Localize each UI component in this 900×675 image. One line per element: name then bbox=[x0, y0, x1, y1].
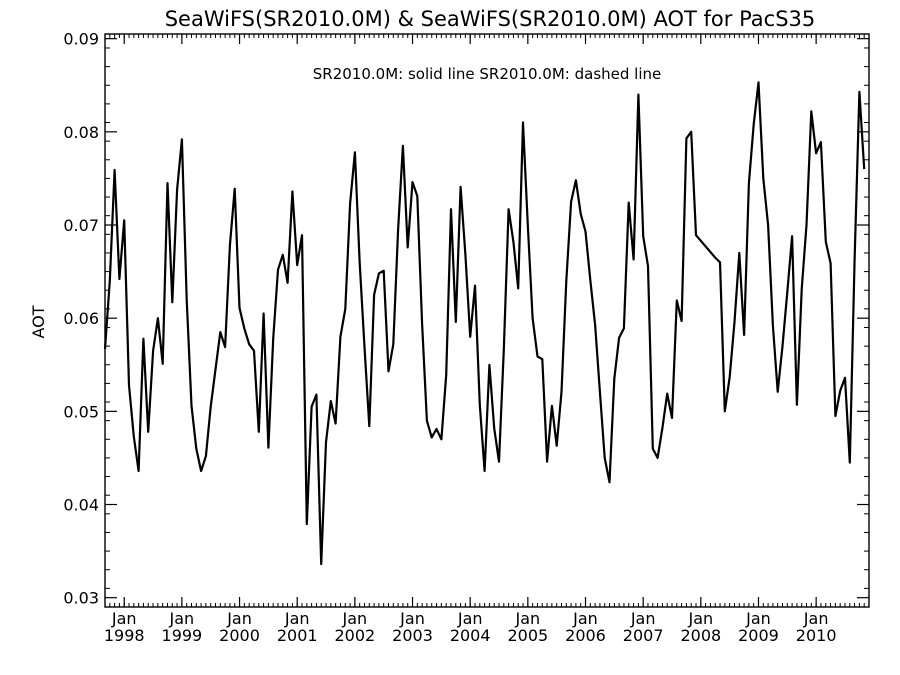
y-tick-label: 0.07 bbox=[63, 216, 99, 235]
x-tick-month-label: Jan bbox=[515, 609, 541, 628]
y-axis-label: AOT bbox=[29, 305, 48, 338]
x-tick-month-label: Jan bbox=[342, 609, 368, 628]
x-tick-month-label: Jan bbox=[630, 609, 656, 628]
plot-frame bbox=[104, 33, 870, 608]
x-tick-year-label: 2005 bbox=[507, 626, 548, 645]
y-tick-label: 0.06 bbox=[63, 309, 99, 328]
y-axis-ticks: 0.03 0.04 0.05 0.06 0.07 0.08 0.09 bbox=[63, 30, 869, 608]
y-tick-label: 0.04 bbox=[63, 496, 99, 515]
x-tick-month-label: Jan bbox=[111, 609, 137, 628]
x-tick-year-label: 2006 bbox=[565, 626, 606, 645]
x-tick-month-label: Jan bbox=[457, 609, 483, 628]
x-tick-year-label: 2009 bbox=[738, 626, 779, 645]
chart-title: SeaWiFS(SR2010.0M) & SeaWiFS(SR2010.0M) … bbox=[165, 7, 816, 31]
x-tick-month-label: Jan bbox=[226, 609, 252, 628]
x-tick-year-label: 2003 bbox=[392, 626, 433, 645]
x-tick-year-label: 1998 bbox=[104, 626, 145, 645]
series-layer bbox=[103, 81, 866, 566]
x-tick-year-label: 2002 bbox=[335, 626, 376, 645]
x-tick-year-label: 2010 bbox=[796, 626, 837, 645]
x-tick-month-label: Jan bbox=[399, 609, 425, 628]
x-tick-month-label: Jan bbox=[572, 609, 598, 628]
y-tick-label: 0.05 bbox=[63, 402, 99, 421]
chart-legend-subtitle: SR2010.0M: solid line SR2010.0M: dashed … bbox=[313, 65, 661, 83]
series-line-solid bbox=[103, 81, 866, 566]
x-tick-month-label: Jan bbox=[803, 609, 829, 628]
x-tick-year-label: 2008 bbox=[680, 626, 721, 645]
x-tick-year-label: 2000 bbox=[219, 626, 260, 645]
y-tick-label: 0.03 bbox=[63, 589, 99, 608]
x-tick-year-label: 2004 bbox=[450, 626, 491, 645]
x-tick-year-label: 2001 bbox=[277, 626, 318, 645]
x-tick-month-label: Jan bbox=[687, 609, 713, 628]
x-tick-year-label: 1999 bbox=[162, 626, 203, 645]
x-tick-year-label: 2007 bbox=[623, 626, 664, 645]
y-tick-label: 0.08 bbox=[63, 123, 99, 142]
y-tick-label: 0.09 bbox=[63, 30, 99, 49]
x-tick-month-label: Jan bbox=[745, 609, 771, 628]
x-tick-month-label: Jan bbox=[169, 609, 195, 628]
x-tick-month-label: Jan bbox=[284, 609, 310, 628]
